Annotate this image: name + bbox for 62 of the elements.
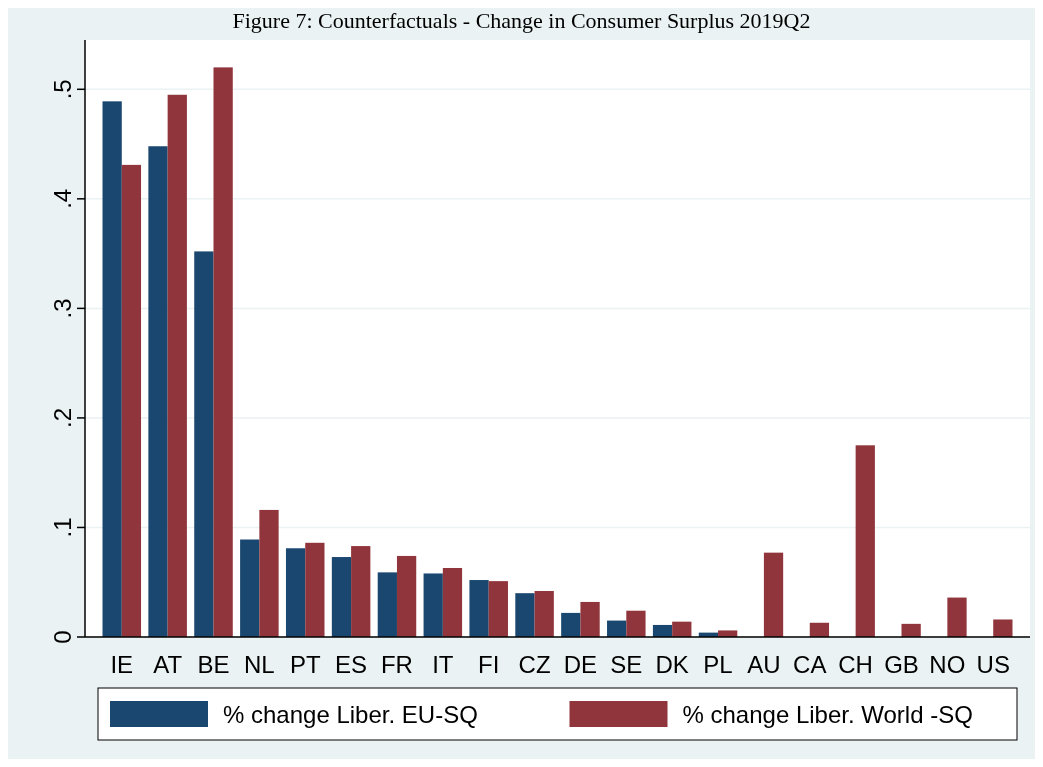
chart-title: Figure 7: Counterfactuals - Change in Consumer Surplus 2019Q2 <box>232 8 811 33</box>
bar <box>377 572 397 637</box>
x-tick-label: PT <box>289 651 321 678</box>
bar <box>121 164 142 637</box>
x-tick-label: GB <box>884 651 919 678</box>
y-tick-label: .5 <box>49 79 76 100</box>
bar <box>194 251 214 637</box>
x-tick-label: ES <box>335 651 368 678</box>
x-tick-label: FR <box>380 651 413 678</box>
x-tick-label: PL <box>703 651 733 678</box>
bar <box>947 597 967 637</box>
bar <box>515 593 535 637</box>
bar <box>607 620 627 637</box>
bar <box>351 546 371 637</box>
bar <box>488 581 508 637</box>
bar <box>809 622 830 637</box>
bar <box>102 101 122 637</box>
bar <box>259 509 279 637</box>
x-tick-label: US <box>976 651 1010 678</box>
bar <box>423 573 443 637</box>
bar <box>285 548 306 637</box>
bar <box>672 621 692 637</box>
bar <box>855 445 875 637</box>
x-tick-label: CZ <box>518 651 551 678</box>
bar <box>396 555 417 637</box>
x-tick-label: IE <box>110 651 134 678</box>
bar <box>993 619 1013 637</box>
x-tick-label: NL <box>244 651 275 678</box>
y-tick-label: .4 <box>49 188 76 209</box>
bar <box>331 557 352 637</box>
y-tick-label: .3 <box>49 298 76 319</box>
bar <box>469 580 489 637</box>
bar <box>901 623 921 637</box>
x-tick-label: FI <box>478 651 500 678</box>
bar <box>652 624 673 637</box>
bar <box>442 567 463 637</box>
bar <box>763 552 784 637</box>
legend-label: % change Liber. EU-SQ <box>223 701 478 728</box>
bar <box>213 67 233 637</box>
x-tick-label: DK <box>655 651 689 678</box>
bar <box>718 630 738 637</box>
bar <box>534 590 554 637</box>
x-tick-label: CH <box>838 651 873 678</box>
bar <box>305 542 325 637</box>
x-tick-label: SE <box>610 651 643 678</box>
x-tick-label: BE <box>197 651 230 678</box>
bar <box>148 146 168 637</box>
legend-label: % change Liber. World -SQ <box>682 701 973 728</box>
bar <box>561 612 581 637</box>
y-tick-label: .2 <box>49 407 76 428</box>
bar <box>240 539 260 637</box>
x-tick-label: NO <box>929 651 966 678</box>
bar <box>580 601 600 637</box>
x-tick-label: AU <box>747 651 781 678</box>
bar <box>167 94 187 637</box>
y-tick-label: 0 <box>49 630 76 644</box>
x-tick-label: IT <box>432 651 454 678</box>
y-tick-label: .1 <box>49 517 76 538</box>
x-tick-label: CA <box>793 651 827 678</box>
bar <box>626 610 646 637</box>
x-tick-label: DE <box>563 651 598 678</box>
x-tick-label: AT <box>153 651 183 678</box>
